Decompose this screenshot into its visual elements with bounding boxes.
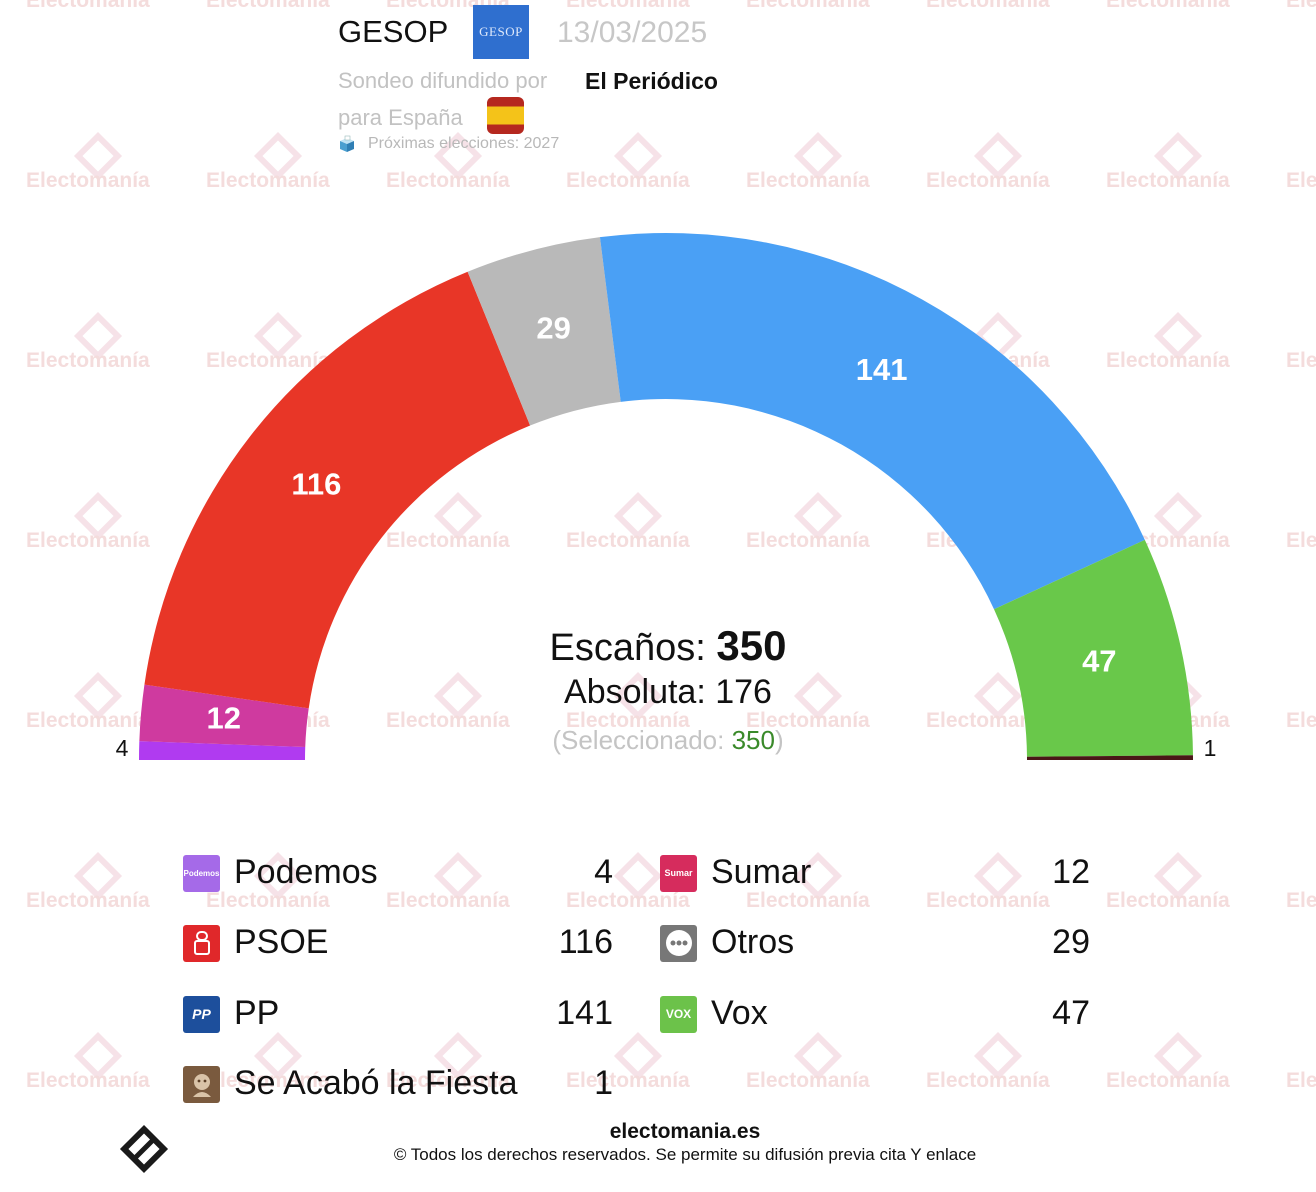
seat-segment-vox[interactable] [994, 539, 1193, 757]
seat-label: 29 [536, 311, 570, 346]
electomania-logo-icon [119, 1124, 169, 1174]
seats-value: 350 [716, 622, 787, 669]
seat-segment-se-acab-la-fiesta[interactable] [1026, 755, 1193, 760]
legend-item-pp[interactable]: PP PP 141 [183, 992, 623, 1036]
legend-name: Vox [711, 994, 768, 1032]
seat-label: 47 [1082, 643, 1116, 678]
published-by-label: Sondeo difundido por [338, 68, 548, 93]
legend-name: Otros [711, 923, 795, 961]
sumar-logo-icon: Sumar [660, 854, 697, 892]
seat-segment-podemos[interactable] [139, 741, 306, 760]
psoe-logo-icon [183, 924, 220, 962]
watermark-mark: Electomanía [26, 1031, 150, 1092]
seat-label: 116 [291, 466, 341, 501]
legend-item-otros[interactable]: Otros 29 [660, 921, 1100, 965]
svg-text:Electomanía: Electomanía [26, 889, 150, 912]
ballot-box-icon [340, 135, 354, 152]
pollster-logo: GESOP [473, 5, 529, 59]
seat-segment-sumar[interactable] [139, 684, 309, 748]
legend-value: 47 [1052, 994, 1090, 1032]
seat-label-outside: 4 [116, 735, 129, 761]
legend-value: 4 [594, 853, 613, 891]
svg-text:Electomanía: Electomanía [1286, 1069, 1316, 1092]
legend-item-se-acabo-la-fiesta[interactable]: Se Acabó la Fiesta 1 [183, 1062, 623, 1106]
poll-date: 13/03/2025 [557, 16, 708, 49]
legend-name: Podemos [234, 853, 378, 891]
seat-label: 12 [207, 700, 241, 735]
selected-value: 350 [731, 725, 775, 755]
salf-logo-icon [183, 1065, 220, 1103]
svg-text:Electomanía: Electomanía [926, 1069, 1050, 1092]
footer-copyright: © Todos los derechos reservados. Se perm… [393, 1145, 977, 1164]
svg-text:Electomanía: Electomanía [1106, 1069, 1230, 1092]
media-name: El Periódico [585, 68, 718, 94]
legend-name: Se Acabó la Fiesta [234, 1064, 518, 1102]
scope-label: para España [338, 105, 463, 130]
legend-value: 29 [1052, 923, 1090, 961]
watermark-mark: Electomanía [26, 851, 150, 912]
selected-prefix: (Seleccionado: [552, 725, 732, 755]
legend-value: 116 [558, 923, 613, 961]
seats-label: Escaños: [549, 627, 706, 669]
vox-logo-icon: VOX [660, 995, 697, 1033]
spain-flag-icon [487, 97, 524, 134]
podemos-logo-icon: Podemos [183, 854, 220, 892]
seats-total: Escaños: 350 [458, 622, 878, 670]
svg-text:Electomanía: Electomanía [746, 1069, 870, 1092]
seat-label: 141 [856, 352, 908, 387]
legend-item-vox[interactable]: VOX Vox 47 [660, 992, 1100, 1036]
legend-value: 1 [594, 1064, 613, 1102]
selected-suffix: ) [774, 725, 784, 755]
seat-label-outside: 1 [1204, 735, 1217, 761]
seat-segment-pp[interactable] [599, 233, 1145, 610]
watermark-mark: Electomanía [1286, 889, 1316, 912]
selected-seats: (Seleccionado: 350) [458, 725, 878, 756]
svg-text:Electomanía: Electomanía [1106, 889, 1230, 912]
legend-item-psoe[interactable]: PSOE 116 [183, 921, 623, 965]
watermark-mark: Electomanía [746, 1031, 870, 1092]
majority-label: Absoluta: 176 [564, 673, 772, 711]
ellipsis-icon [660, 924, 697, 962]
seat-segment-otros[interactable] [467, 237, 621, 426]
legend-value: 141 [556, 994, 613, 1032]
legend-name: PSOE [234, 923, 329, 961]
watermark-mark: Electomanía [1106, 1031, 1230, 1092]
watermark-mark: Electomanía [926, 1031, 1050, 1092]
seat-segment-psoe[interactable] [144, 271, 531, 709]
watermark-mark: Electomanía [1106, 851, 1230, 912]
legend-item-sumar[interactable]: Sumar Sumar 12 [660, 851, 1100, 895]
next-elections-text: Próximas elecciones: 2027 [368, 135, 560, 152]
footer-site: electomania.es [609, 1120, 761, 1143]
svg-text:Electomanía: Electomanía [26, 1069, 150, 1092]
watermark-mark: Electomanía [1286, 1069, 1316, 1092]
legend-value: 12 [1052, 853, 1090, 891]
pollster-name: GESOP [338, 14, 449, 49]
pp-logo-icon: PP [183, 995, 220, 1033]
legend-name: Sumar [711, 853, 812, 891]
svg-text:Electomanía: Electomanía [1286, 889, 1316, 912]
legend-item-podemos[interactable]: Podemos Podemos 4 [183, 851, 623, 895]
legend-name: PP [234, 994, 280, 1032]
hemicycle-chart: 4 12 116 29 141 47 1 [116, 233, 1217, 761]
next-elections: Próximas elecciones: 2027 [338, 135, 559, 153]
